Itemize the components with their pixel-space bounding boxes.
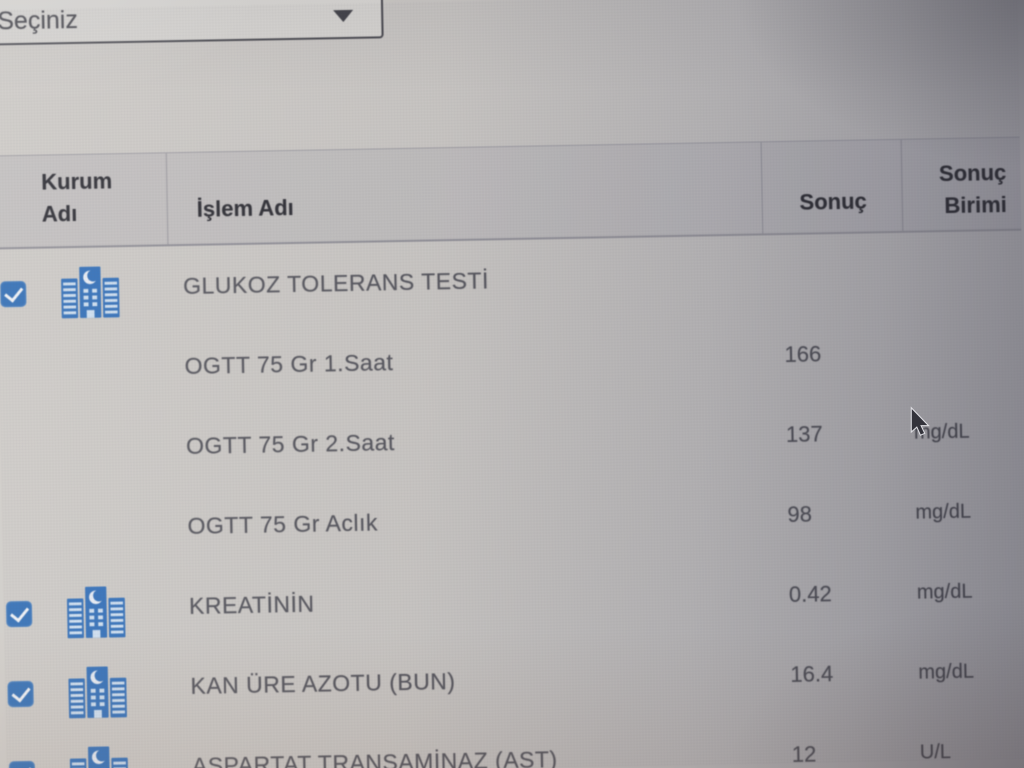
sonuc-cell: 98 — [787, 501, 813, 527]
kurum-cell — [7, 744, 178, 768]
kurum-cell — [3, 531, 173, 534]
islem-cell: OGTT 75 Gr 2.Saat — [185, 428, 396, 459]
sonuc-cell: 137 — [785, 421, 823, 447]
row-checkbox[interactable] — [0, 280, 27, 308]
sonuc-cell: 12 — [791, 741, 817, 767]
hospital-building-icon — [66, 586, 126, 639]
results-table: Kurum Adı İşlem Adı Sonuç Sonuç Birimi — [0, 136, 1024, 768]
birim-cell: mg/dL — [915, 500, 972, 524]
islem-cell: OGTT 75 Gr 1.Saat — [184, 348, 394, 379]
sonuc-cell: 16.4 — [790, 661, 834, 687]
birim-cell: mg/dL — [916, 580, 973, 604]
column-header-islem-adi: İşlem Adı — [196, 195, 294, 222]
caret-down-icon — [333, 9, 354, 23]
table-body: GLUKOZ TOLERANS TESTİ OGTT 75 Gr 1.Saat … — [0, 231, 1024, 768]
hospital-building-icon — [68, 666, 127, 719]
kurum-cell — [4, 584, 175, 641]
islem-cell: ASPARTAT TRANSAMİNAZ (AST) — [191, 745, 558, 768]
islem-cell: GLUKOZ TOLERANS TESTİ — [182, 266, 490, 299]
column-header-sonuc: Sonuç — [799, 188, 867, 215]
hospital-building-icon — [61, 266, 120, 319]
column-header-kurum-adi: Kurum Adı — [40, 168, 113, 227]
column-header-sonuc-birimi: Sonuç Birimi — [938, 160, 1008, 219]
row-checkbox[interactable] — [7, 680, 34, 708]
sonuc-cell: 166 — [784, 341, 822, 367]
birim-cell: U/L — [919, 740, 952, 764]
birim-cell: mg/dL — [918, 660, 975, 684]
table-row: KREATİNİN 0.42 mg/dL — [3, 551, 1024, 650]
kurum-cell — [1, 451, 171, 454]
row-checkbox[interactable] — [8, 760, 36, 768]
sonuc-cell — [763, 273, 903, 276]
row-checkbox[interactable] — [5, 600, 33, 628]
kurum-cell — [0, 371, 170, 374]
select-value: Seçiniz — [0, 5, 79, 36]
table-header: Kurum Adı İşlem Adı Sonuç Sonuç Birimi — [0, 136, 1022, 250]
birim-cell — [903, 271, 1022, 273]
islem-cell: OGTT 75 Gr Aclık — [187, 508, 379, 539]
sonuc-cell: 0.42 — [788, 581, 832, 607]
kurum-select[interactable]: Seçiniz — [0, 0, 384, 46]
islem-cell: KAN ÜRE AZOTU (BUN) — [190, 667, 456, 699]
kurum-cell — [0, 264, 169, 321]
table-row: GLUKOZ TOLERANS TESTİ — [0, 231, 1023, 330]
kurum-cell — [5, 664, 176, 721]
islem-cell: KREATİNİN — [188, 590, 315, 619]
hospital-building-icon — [69, 746, 129, 768]
birim-cell — [904, 351, 1023, 353]
table-row: KAN ÜRE AZOTU (BUN) 16.4 mg/dL — [5, 631, 1024, 730]
birim-cell: mg/dL — [913, 420, 970, 444]
